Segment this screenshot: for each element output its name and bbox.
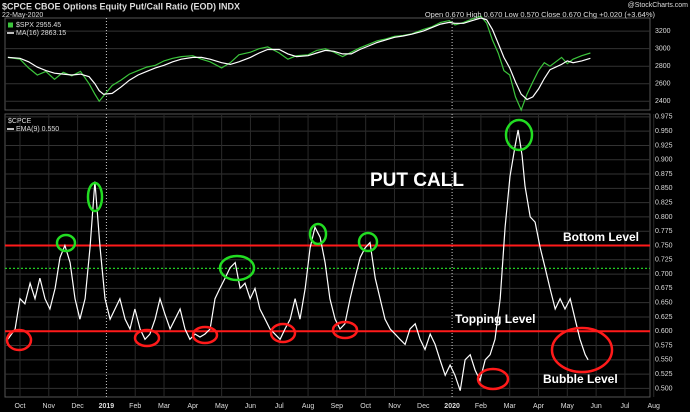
- y-tick-label: 2400: [655, 98, 671, 105]
- y-tick-label: 0.750: [655, 242, 673, 249]
- y-tick-label: 0.625: [655, 314, 673, 321]
- quote: Open 0.670 High 0.670 Low 0.570 Close 0.…: [425, 10, 656, 19]
- y-tick-label: 3000: [655, 46, 671, 53]
- y-tick-label: 0.875: [655, 171, 673, 178]
- y-tick-label: 0.550: [655, 357, 673, 364]
- series-line: [7, 17, 591, 101]
- circle: [504, 118, 534, 152]
- y-tick-label: 0.800: [655, 214, 673, 221]
- circle: [218, 254, 256, 282]
- price-panel: [4, 17, 651, 111]
- lines: [5, 15, 650, 391]
- y-tick-label: 0.950: [655, 128, 673, 135]
- y-tick-label: 0.975: [655, 114, 673, 121]
- circle: [331, 320, 359, 340]
- x-tick-label: Feb: [129, 403, 141, 410]
- x-tick-label: Dec: [417, 403, 430, 410]
- y-tick-label: 0.575: [655, 342, 673, 349]
- x-tick-label: 2019: [99, 403, 115, 410]
- x-tick-label: Mar: [504, 403, 517, 410]
- y-tick-label: 0.850: [655, 185, 673, 192]
- annotation: PUT CALL: [370, 170, 464, 191]
- legend-label: MA(16) 2863.15: [16, 30, 66, 37]
- y-tick-label: 3200: [655, 28, 671, 35]
- x-tick-label: May: [561, 403, 575, 410]
- x-tick-label: Dec: [71, 403, 84, 410]
- y-tick-label: 0.900: [655, 157, 673, 164]
- legend-swatch: [8, 22, 13, 28]
- x-tick-label: Aug: [302, 403, 315, 410]
- y-tick-label: 0.675: [655, 285, 673, 292]
- circle: [357, 231, 379, 253]
- legend-label: $SPX 2955.45: [16, 22, 61, 29]
- annotation: Bubble Level: [543, 372, 618, 386]
- x-tick-label: Jul: [620, 403, 629, 410]
- x-tick-label: Jun: [590, 403, 601, 410]
- date: 22-May-2020: [2, 12, 43, 19]
- x-tick-label: Nov: [388, 403, 401, 410]
- series-line: [7, 15, 591, 112]
- y-tick-label: 0.650: [655, 300, 673, 307]
- x-tick-label: Oct: [15, 403, 26, 410]
- x-tick-label: Feb: [475, 403, 487, 410]
- y-tick-label: 0.775: [655, 228, 673, 235]
- series-line: [7, 129, 589, 391]
- circle: [476, 367, 510, 391]
- circle: [133, 328, 161, 348]
- y-tick-label: 0.600: [655, 328, 673, 335]
- x-tick-label: Apr: [533, 403, 545, 410]
- x-tick-label: Aug: [648, 403, 661, 410]
- x-tick-label: Sep: [331, 403, 344, 410]
- circle: [191, 325, 219, 345]
- y-tick-label: 0.825: [655, 199, 673, 206]
- annotation: Topping Level: [455, 312, 535, 326]
- ratio-panel: [4, 113, 651, 398]
- x-tick-label: Jun: [245, 403, 256, 410]
- annotation: Bottom Level: [563, 230, 639, 244]
- y-tick-label: 0.500: [655, 385, 673, 392]
- green-circles: [55, 118, 534, 282]
- source: @StockCharts.com: [628, 2, 689, 9]
- legend-label: EMA(9) 0.550: [16, 126, 59, 133]
- circle: [269, 322, 297, 344]
- y-tick-label: 0.700: [655, 271, 673, 278]
- title: $CPCE CBOE Options Equity Put/Call Ratio…: [2, 1, 240, 11]
- x-tick-label: Nov: [43, 403, 56, 410]
- circle: [5, 328, 33, 352]
- x-tick-label: Mar: [158, 403, 171, 410]
- panel-label: $CPCE: [8, 118, 32, 125]
- y-tick-label: 2800: [655, 63, 671, 70]
- y-tick-label: 0.925: [655, 142, 673, 149]
- circle: [55, 233, 77, 253]
- circle: [86, 181, 104, 213]
- x-tick-label: Oct: [360, 403, 371, 410]
- x-tick-label: Apr: [187, 403, 199, 410]
- x-tick-label: Jul: [275, 403, 284, 410]
- x-tick-label: May: [215, 403, 229, 410]
- circle: [308, 222, 328, 246]
- red-circles: [5, 320, 614, 391]
- x-tick-label: 2020: [444, 403, 460, 410]
- y-tick-label: 0.725: [655, 257, 673, 264]
- y-tick-label: 0.525: [655, 371, 673, 378]
- circle: [550, 326, 614, 374]
- y-tick-label: 2600: [655, 81, 671, 88]
